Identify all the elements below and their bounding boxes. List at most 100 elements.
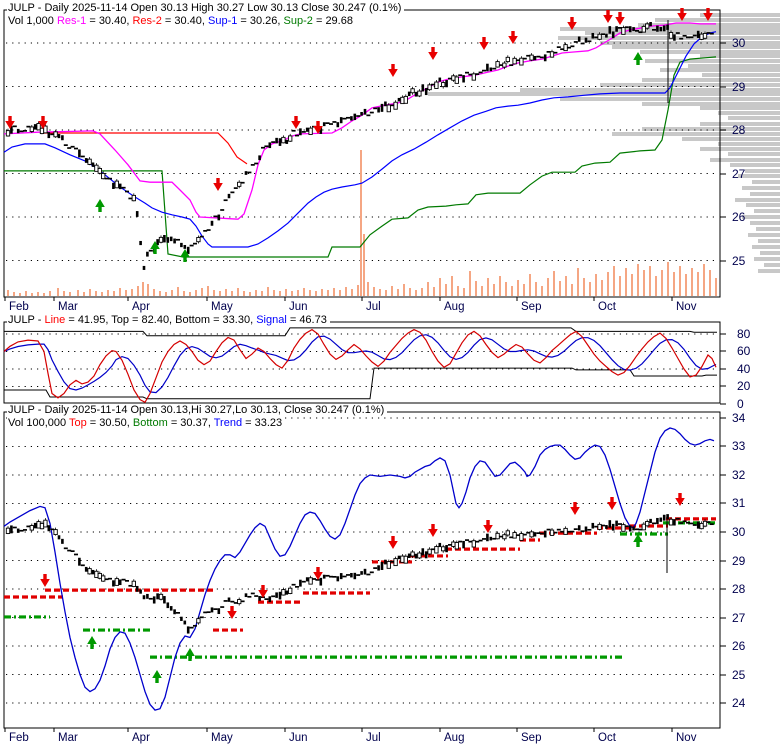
volume-profile-bar (688, 64, 780, 68)
volume-profile-bar (745, 169, 780, 173)
sell-signal-arrow (483, 520, 493, 533)
y-axis-label: 30 (732, 525, 746, 539)
y-axis-label: 60 (737, 344, 751, 358)
sell-signal-arrow (607, 497, 617, 510)
sell-signal-arrow (677, 8, 687, 21)
volume-bar (147, 284, 149, 296)
sell-signal-arrow (570, 502, 580, 515)
sell-signal-arrow (508, 31, 518, 44)
header-segment: = 30.40, (161, 15, 208, 27)
volume-bar (19, 293, 21, 296)
volume-profile-bar (746, 203, 780, 207)
volume-profile-bar (750, 192, 780, 196)
y-axis-label: 28 (732, 582, 746, 596)
header-segment: = 29.68 (312, 15, 353, 27)
volume-bar (225, 289, 227, 296)
volume-bar (439, 278, 441, 296)
volume-profile-bar (764, 263, 780, 267)
volume-bar (37, 292, 39, 296)
volume-bar (433, 287, 435, 296)
p2-gridlines (6, 333, 719, 387)
volume-bar (273, 290, 275, 296)
p3-gridlines (6, 417, 719, 704)
volume-profile-bar (560, 27, 780, 31)
volume-profile-bar (710, 158, 780, 162)
volume-bar (667, 262, 669, 296)
volume-bar (57, 288, 59, 296)
buy-signal-arrow (185, 648, 195, 661)
volume-bar (339, 290, 341, 296)
month-label: May (211, 732, 233, 744)
volume-bar (201, 288, 203, 296)
volume-profile-bar (642, 102, 780, 106)
volume-bar (267, 287, 269, 296)
volume-profile-bar (742, 215, 780, 219)
y-axis-label: 27 (732, 167, 746, 181)
trend-panel-plot[interactable] (3, 411, 721, 729)
volume-bar (195, 290, 197, 296)
volume-bar (321, 289, 323, 296)
month-label: Nov (676, 301, 697, 313)
volume-bar (142, 282, 144, 296)
volume-bar (457, 286, 459, 296)
volume-bar (691, 268, 693, 296)
buy-signal-arrow (150, 241, 160, 254)
oscillator-panel-plot[interactable] (3, 321, 721, 404)
volume-bar (703, 264, 705, 296)
volume-profile-bar (642, 78, 780, 82)
volume-bar (643, 270, 645, 296)
volume-profile-bar (700, 13, 780, 17)
y-axis-label: 32 (732, 468, 746, 482)
volume-bar (189, 292, 191, 296)
header-segment: = 30.26, (237, 15, 284, 27)
volume-bar (595, 274, 597, 296)
volume-bar (661, 270, 663, 296)
trend-panel-title: JULP - Daily 2025-11-14 Open 30.13,Hi 30… (7, 404, 388, 417)
volume-profile-bar (700, 106, 780, 110)
sell-signal-arrow (428, 524, 438, 537)
volume-bar (327, 290, 329, 296)
volume-profile-bar (612, 132, 780, 136)
volume-profile-bar (612, 45, 780, 49)
volume-bar (279, 291, 281, 296)
header-segment: Bottom (132, 417, 168, 429)
y-axis-label: 28 (732, 123, 746, 137)
volume-bar (649, 266, 651, 296)
volume-bar (397, 289, 399, 296)
volume-bar (125, 290, 127, 296)
buy-signal-arrow (152, 670, 162, 683)
volume-profile-bar (760, 251, 780, 255)
month-label: Aug (444, 301, 465, 313)
header-segment: JULP - (8, 314, 45, 326)
volume-bar (553, 271, 555, 296)
volume-bar (517, 280, 519, 296)
header-segment: = 41.95, Top = 82.40, Bottom = 33.30, (65, 314, 257, 326)
volume-bar (445, 284, 447, 296)
volume-bar (77, 290, 79, 296)
volume-profile-bar (756, 227, 780, 231)
trend-panel-candles (5, 514, 714, 634)
y-axis-label: 29 (732, 554, 746, 568)
volume-bar (613, 266, 615, 296)
volume-profile-bar (645, 59, 780, 63)
volume-profile-bar (718, 142, 780, 146)
volume-bar (547, 278, 549, 296)
volume-bar (95, 291, 97, 296)
header-segment: Vol 100,000 (8, 417, 69, 429)
sell-signal-arrow (567, 17, 577, 30)
sell-signal-arrow (258, 585, 268, 598)
volume-profile-bar (730, 163, 780, 167)
header-segment: = 33.23 (242, 417, 283, 429)
volume-bar (255, 290, 257, 296)
volume-profile-bar (682, 137, 780, 141)
oscillator-panel-title: JULP - Line = 41.95, Top = 82.40, Bottom… (7, 314, 330, 327)
volume-profile-bar (752, 245, 780, 249)
trend-panel-signals (40, 493, 685, 683)
volume-bar (107, 290, 109, 296)
volume-profile-bar (700, 147, 780, 151)
volume-profile-bar (600, 83, 780, 87)
volume-bar (49, 291, 51, 296)
price-panel-volume (7, 150, 717, 296)
volume-bar (415, 290, 417, 296)
